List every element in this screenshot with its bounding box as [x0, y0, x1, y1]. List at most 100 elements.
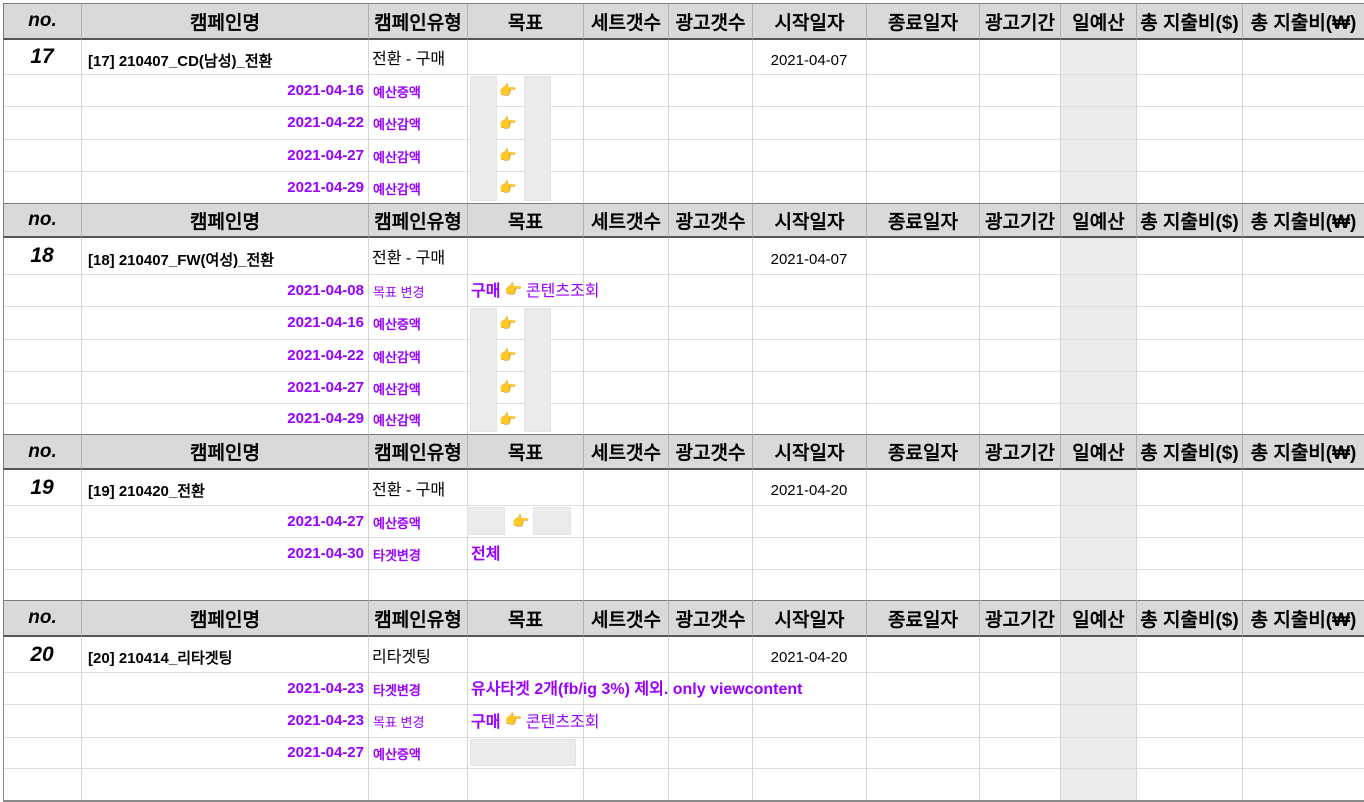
- pointing-hand-icon: 👉: [504, 280, 522, 297]
- header-col-set-count[interactable]: 세트갯수: [583, 434, 668, 470]
- pointing-hand-icon: 👉: [499, 179, 517, 195]
- start-date-cell[interactable]: 2021-04-20: [770, 649, 848, 666]
- goal-change[interactable]: 구매 👉 콘텐츠조회: [467, 703, 767, 736]
- history-date[interactable]: 2021-04-08: [287, 281, 364, 299]
- header-col-campaign-type[interactable]: 캠페인유형: [368, 434, 467, 470]
- history-note[interactable]: 타겟변경: [373, 547, 421, 563]
- history-date[interactable]: 2021-04-27: [287, 378, 364, 396]
- history-note[interactable]: 목표 변경: [373, 715, 425, 730]
- history-note[interactable]: 예산감액: [373, 149, 421, 165]
- campaign-name-cell[interactable]: [17] 210407_CD(남성)_전환: [88, 52, 273, 70]
- header-col-campaign-name[interactable]: 캠페인명: [81, 600, 368, 637]
- history-date[interactable]: 2021-04-27: [287, 744, 364, 761]
- header-col-ad-period[interactable]: 광고기간: [979, 3, 1060, 40]
- history-note[interactable]: 예산증액: [373, 317, 421, 332]
- header-col-campaign-name[interactable]: 캠페인명: [81, 203, 368, 238]
- header-col-start-date[interactable]: 시작일자: [752, 3, 866, 40]
- header-col-total-spend-krw[interactable]: 총 지출비(₩): [1242, 3, 1364, 40]
- campaign-type-cell[interactable]: 전환 - 구매: [372, 250, 446, 267]
- history-date[interactable]: 2021-04-27: [287, 512, 364, 530]
- history-date[interactable]: 2021-04-29: [287, 178, 364, 196]
- column-divider: [668, 238, 669, 434]
- header-col-goal[interactable]: 목표: [467, 203, 583, 238]
- start-date-cell[interactable]: 2021-04-07: [770, 51, 848, 69]
- header-col-start-date[interactable]: 시작일자: [752, 600, 866, 637]
- history-note[interactable]: 예산감액: [373, 117, 421, 132]
- history-note[interactable]: 예산감액: [373, 181, 421, 197]
- history-note[interactable]: 타겟변경: [373, 682, 421, 698]
- header-col-campaign-name[interactable]: 캠페인명: [81, 3, 368, 40]
- header-col-end-date[interactable]: 종료일자: [866, 3, 979, 40]
- header-col-no[interactable]: no.: [3, 3, 81, 40]
- column-divider: [866, 238, 867, 434]
- header-col-ad-count[interactable]: 광고갯수: [668, 434, 752, 470]
- start-date-cell[interactable]: 2021-04-07: [770, 250, 848, 268]
- history-date[interactable]: 2021-04-27: [287, 146, 364, 164]
- header-col-total-spend-usd[interactable]: 총 지출비($): [1136, 434, 1242, 470]
- history-date[interactable]: 2021-04-22: [287, 114, 364, 131]
- history-date[interactable]: 2021-04-16: [287, 314, 364, 331]
- campaign-type-cell[interactable]: 리타겟팅: [372, 648, 431, 666]
- header-col-campaign-type[interactable]: 캠페인유형: [368, 600, 467, 637]
- header-col-total-spend-usd[interactable]: 총 지출비($): [1136, 600, 1242, 637]
- header-col-total-spend-krw[interactable]: 총 지출비(₩): [1242, 600, 1364, 637]
- history-value[interactable]: 전체: [471, 546, 501, 563]
- history-date[interactable]: 2021-04-22: [287, 346, 364, 364]
- row-divider: [3, 672, 1364, 673]
- header-col-campaign-name[interactable]: 캠페인명: [81, 434, 368, 470]
- row-divider: [3, 139, 1364, 140]
- header-col-start-date[interactable]: 시작일자: [752, 434, 866, 470]
- header-col-ad-count[interactable]: 광고갯수: [668, 203, 752, 238]
- goal-change[interactable]: 구매 👉 콘텐츠조회: [467, 273, 767, 305]
- header-col-campaign-type[interactable]: 캠페인유형: [368, 3, 467, 40]
- header-col-no[interactable]: no.: [3, 434, 81, 470]
- history-note[interactable]: 예산증액: [373, 747, 421, 762]
- header-col-no[interactable]: no.: [3, 600, 81, 637]
- header-col-daily-budget[interactable]: 일예산: [1060, 203, 1136, 238]
- header-col-ad-count[interactable]: 광고갯수: [668, 600, 752, 637]
- history-note[interactable]: 예산감액: [373, 413, 421, 428]
- column-divider: [866, 40, 867, 203]
- history-note[interactable]: 예산증액: [373, 84, 421, 100]
- header-col-daily-budget[interactable]: 일예산: [1060, 434, 1136, 470]
- header-col-set-count[interactable]: 세트갯수: [583, 600, 668, 637]
- column-divider: [1060, 637, 1061, 800]
- header-col-end-date[interactable]: 종료일자: [866, 203, 979, 238]
- header-col-ad-count[interactable]: 광고갯수: [668, 3, 752, 40]
- header-col-end-date[interactable]: 종료일자: [866, 600, 979, 637]
- header-col-ad-period[interactable]: 광고기간: [979, 434, 1060, 470]
- header-col-total-spend-usd[interactable]: 총 지출비($): [1136, 3, 1242, 40]
- header-col-daily-budget[interactable]: 일예산: [1060, 3, 1136, 40]
- history-value[interactable]: 유사타겟 2개(fb/ig 3%) 제외. only viewcontent: [471, 681, 803, 698]
- header-col-total-spend-krw[interactable]: 총 지출비(₩): [1242, 434, 1364, 470]
- history-note[interactable]: 예산감액: [373, 349, 421, 365]
- header-col-daily-budget[interactable]: 일예산: [1060, 600, 1136, 637]
- header-col-start-date[interactable]: 시작일자: [752, 203, 866, 238]
- history-date[interactable]: 2021-04-23: [287, 712, 364, 729]
- history-date[interactable]: 2021-04-23: [287, 679, 364, 697]
- campaign-name-cell[interactable]: [18] 210407_FW(여성)_전환: [88, 251, 275, 269]
- campaign-type-cell[interactable]: 전환 - 구매: [372, 481, 446, 499]
- header-col-set-count[interactable]: 세트갯수: [583, 203, 668, 238]
- campaign-name-cell[interactable]: [19] 210420_전환: [88, 483, 205, 500]
- history-date[interactable]: 2021-04-29: [287, 410, 364, 427]
- header-col-goal[interactable]: 목표: [467, 600, 583, 637]
- history-note[interactable]: 예산증액: [373, 515, 421, 531]
- header-col-total-spend-usd[interactable]: 총 지출비($): [1136, 203, 1242, 238]
- header-col-set-count[interactable]: 세트갯수: [583, 3, 668, 40]
- header-col-ad-period[interactable]: 광고기간: [979, 600, 1060, 637]
- header-col-goal[interactable]: 목표: [467, 434, 583, 470]
- header-col-total-spend-krw[interactable]: 총 지출비(₩): [1242, 203, 1364, 238]
- header-col-end-date[interactable]: 종료일자: [866, 434, 979, 470]
- start-date-cell[interactable]: 2021-04-20: [770, 482, 848, 499]
- history-date[interactable]: 2021-04-16: [287, 81, 364, 99]
- history-date[interactable]: 2021-04-30: [287, 544, 364, 562]
- header-col-campaign-type[interactable]: 캠페인유형: [368, 203, 467, 238]
- history-note[interactable]: 목표 변경: [373, 284, 425, 300]
- header-col-goal[interactable]: 목표: [467, 3, 583, 40]
- campaign-type-cell[interactable]: 전환 - 구매: [372, 51, 446, 68]
- header-col-ad-period[interactable]: 광고기간: [979, 203, 1060, 238]
- campaign-name-cell[interactable]: [20] 210414_리타겟팅: [88, 650, 233, 667]
- history-note[interactable]: 예산감액: [373, 381, 421, 397]
- header-col-no[interactable]: no.: [3, 203, 81, 238]
